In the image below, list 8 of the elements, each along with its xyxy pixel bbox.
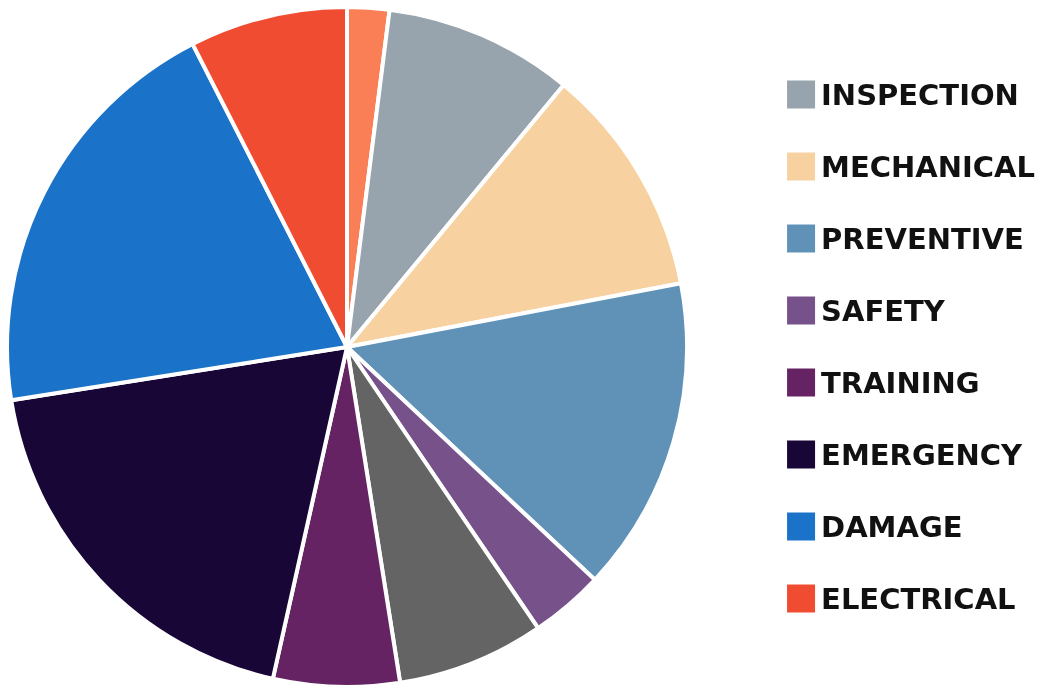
legend-label: MECHANICAL	[821, 149, 1036, 184]
legend-label: INSPECTION	[821, 77, 1019, 112]
legend-label: EMERGENCY	[821, 437, 1024, 472]
legend-label: TRAINING	[821, 365, 980, 400]
legend-label: ELECTRICAL	[821, 581, 1016, 616]
legend-label: SAFETY	[821, 293, 946, 328]
legend-label: DAMAGE	[821, 509, 963, 544]
legend-label: PREVENTIVE	[821, 221, 1024, 256]
